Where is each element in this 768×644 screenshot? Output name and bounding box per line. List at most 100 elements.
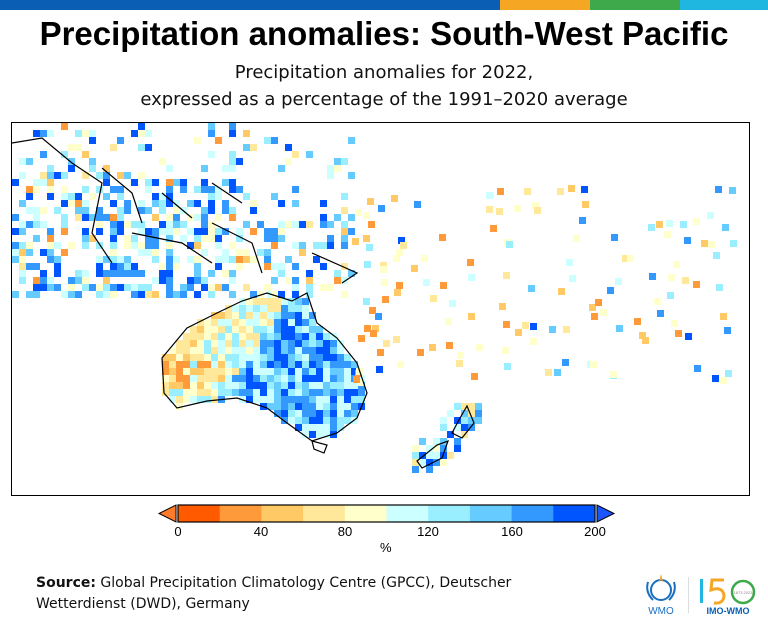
grid-cell [232, 375, 239, 382]
grid-cell [253, 347, 260, 354]
grid-cell [341, 277, 348, 284]
grid-cell [274, 319, 281, 326]
grid-cell [323, 403, 330, 410]
grid-cell [260, 396, 267, 403]
grid-cell [302, 354, 309, 361]
grid-cell [40, 179, 47, 186]
grid-cell [299, 221, 306, 228]
grid-cell [211, 389, 218, 396]
grid-cell [61, 186, 68, 193]
grid-cell [124, 242, 131, 249]
grid-cell [264, 249, 271, 256]
grid-cell [701, 240, 708, 247]
grid-cell [281, 368, 288, 375]
grid-cell [190, 354, 197, 361]
grid-cell [433, 452, 440, 459]
grid-cell [145, 144, 152, 151]
grid-cell [229, 130, 236, 137]
grid-cell [330, 340, 337, 347]
grid-cell [131, 130, 138, 137]
grid-cell [708, 241, 715, 248]
grid-cell [684, 237, 691, 244]
grid-cell [344, 375, 351, 382]
grid-cell [82, 130, 89, 137]
colorbar-cell [178, 505, 221, 522]
grid-cell [124, 235, 131, 242]
grid-cell [351, 389, 358, 396]
grid-cell [159, 158, 166, 165]
source-note: Source: Global Precipitation Climatology… [36, 573, 556, 615]
grid-cell [208, 193, 215, 200]
colorbar [157, 504, 616, 523]
grid-cell [194, 242, 201, 249]
grid-cell [26, 249, 33, 256]
star-icon [659, 574, 663, 582]
grid-cell [33, 221, 40, 228]
grid-cell [159, 221, 166, 228]
grid-cell [229, 207, 236, 214]
grid-cell [169, 375, 176, 382]
page-title-wrap: Precipitation anomalies: South-West Paci… [0, 14, 768, 54]
grid-cell [211, 396, 218, 403]
grid-cell [246, 382, 253, 389]
grid-cell [176, 375, 183, 382]
grid-cell [204, 382, 211, 389]
grid-cell [33, 179, 40, 186]
grid-cell [173, 291, 180, 298]
grid-cell [344, 382, 351, 389]
grid-cell [642, 337, 649, 344]
grid-cell [299, 249, 306, 256]
grid-cell [166, 193, 173, 200]
grid-cell [292, 186, 299, 193]
grid-cell [190, 375, 197, 382]
colorbar-cell [553, 505, 596, 522]
grid-cell [281, 382, 288, 389]
grid-cell [82, 242, 89, 249]
grid-cell [124, 172, 131, 179]
grid-cell [218, 382, 225, 389]
grid-cell [352, 238, 359, 245]
grid-cell [201, 235, 208, 242]
grid-cell [260, 319, 267, 326]
grid-cell [271, 263, 278, 270]
grid-cell [222, 179, 229, 186]
grid-cell [239, 340, 246, 347]
grid-cell [61, 200, 68, 207]
grid-cell [201, 214, 208, 221]
grid-cell [176, 403, 183, 410]
grid-cell [89, 137, 96, 144]
grid-cell [253, 312, 260, 319]
grid-cell [89, 214, 96, 221]
grid-cell [40, 151, 47, 158]
grid-cell [260, 347, 267, 354]
grid-cell [253, 382, 260, 389]
grid-cell [316, 375, 323, 382]
grid-cell [204, 347, 211, 354]
grid-cell [295, 347, 302, 354]
colorbar-over-arrow [596, 504, 616, 523]
grid-cell [173, 200, 180, 207]
grid-cell [225, 354, 232, 361]
grid-cell [243, 249, 250, 256]
grid-cell [370, 330, 377, 337]
grid-cell [208, 200, 215, 207]
grid-cell [267, 403, 274, 410]
grid-cell [33, 214, 40, 221]
grid-cell [532, 202, 539, 209]
grid-cell [239, 333, 246, 340]
grid-cell [281, 375, 288, 382]
grid-cell [61, 193, 68, 200]
grid-cell [295, 354, 302, 361]
grid-cell [358, 389, 365, 396]
grid-cell [454, 424, 461, 431]
grid-cell [722, 224, 729, 231]
grid-cell [330, 368, 337, 375]
grid-cell [250, 207, 257, 214]
subtitle-line-1: Precipitation anomalies for 2022, [234, 62, 534, 83]
grid-cell [236, 158, 243, 165]
grid-cell [323, 417, 330, 424]
grid-cell [110, 221, 117, 228]
grid-cell [367, 198, 374, 205]
grid-cell [309, 424, 316, 431]
grid-cell [222, 249, 229, 256]
